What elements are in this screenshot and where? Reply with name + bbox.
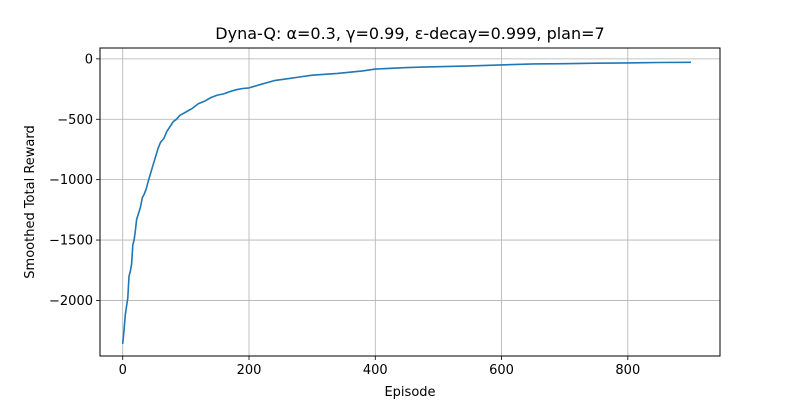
y-tick-label: −1500 [49,234,93,249]
axis-ticks: 0 200 400 600 800 0 −500 −1000 −1500 −2000 [49,52,640,378]
y-tick-label: −2000 [49,294,93,309]
x-tick-label: 600 [489,363,514,378]
x-tick-label: 0 [119,363,127,378]
series-layer [121,61,692,344]
x-axis-label: Episode [384,385,435,400]
grid [100,48,720,356]
x-tick-label: 200 [237,363,262,378]
x-tick-label: 800 [615,363,640,378]
y-tick-label: −1000 [49,173,93,188]
chart-title: Dyna-Q: α=0.3, γ=0.99, ε-decay=0.999, pl… [215,24,604,43]
plot-area-frame [99,47,721,357]
x-tick-label: 400 [363,363,388,378]
y-tick-label: −500 [57,113,93,128]
series-line [121,61,692,344]
y-axis-label: Smoothed Total Reward [23,125,38,278]
y-tick-label: 0 [85,52,93,67]
